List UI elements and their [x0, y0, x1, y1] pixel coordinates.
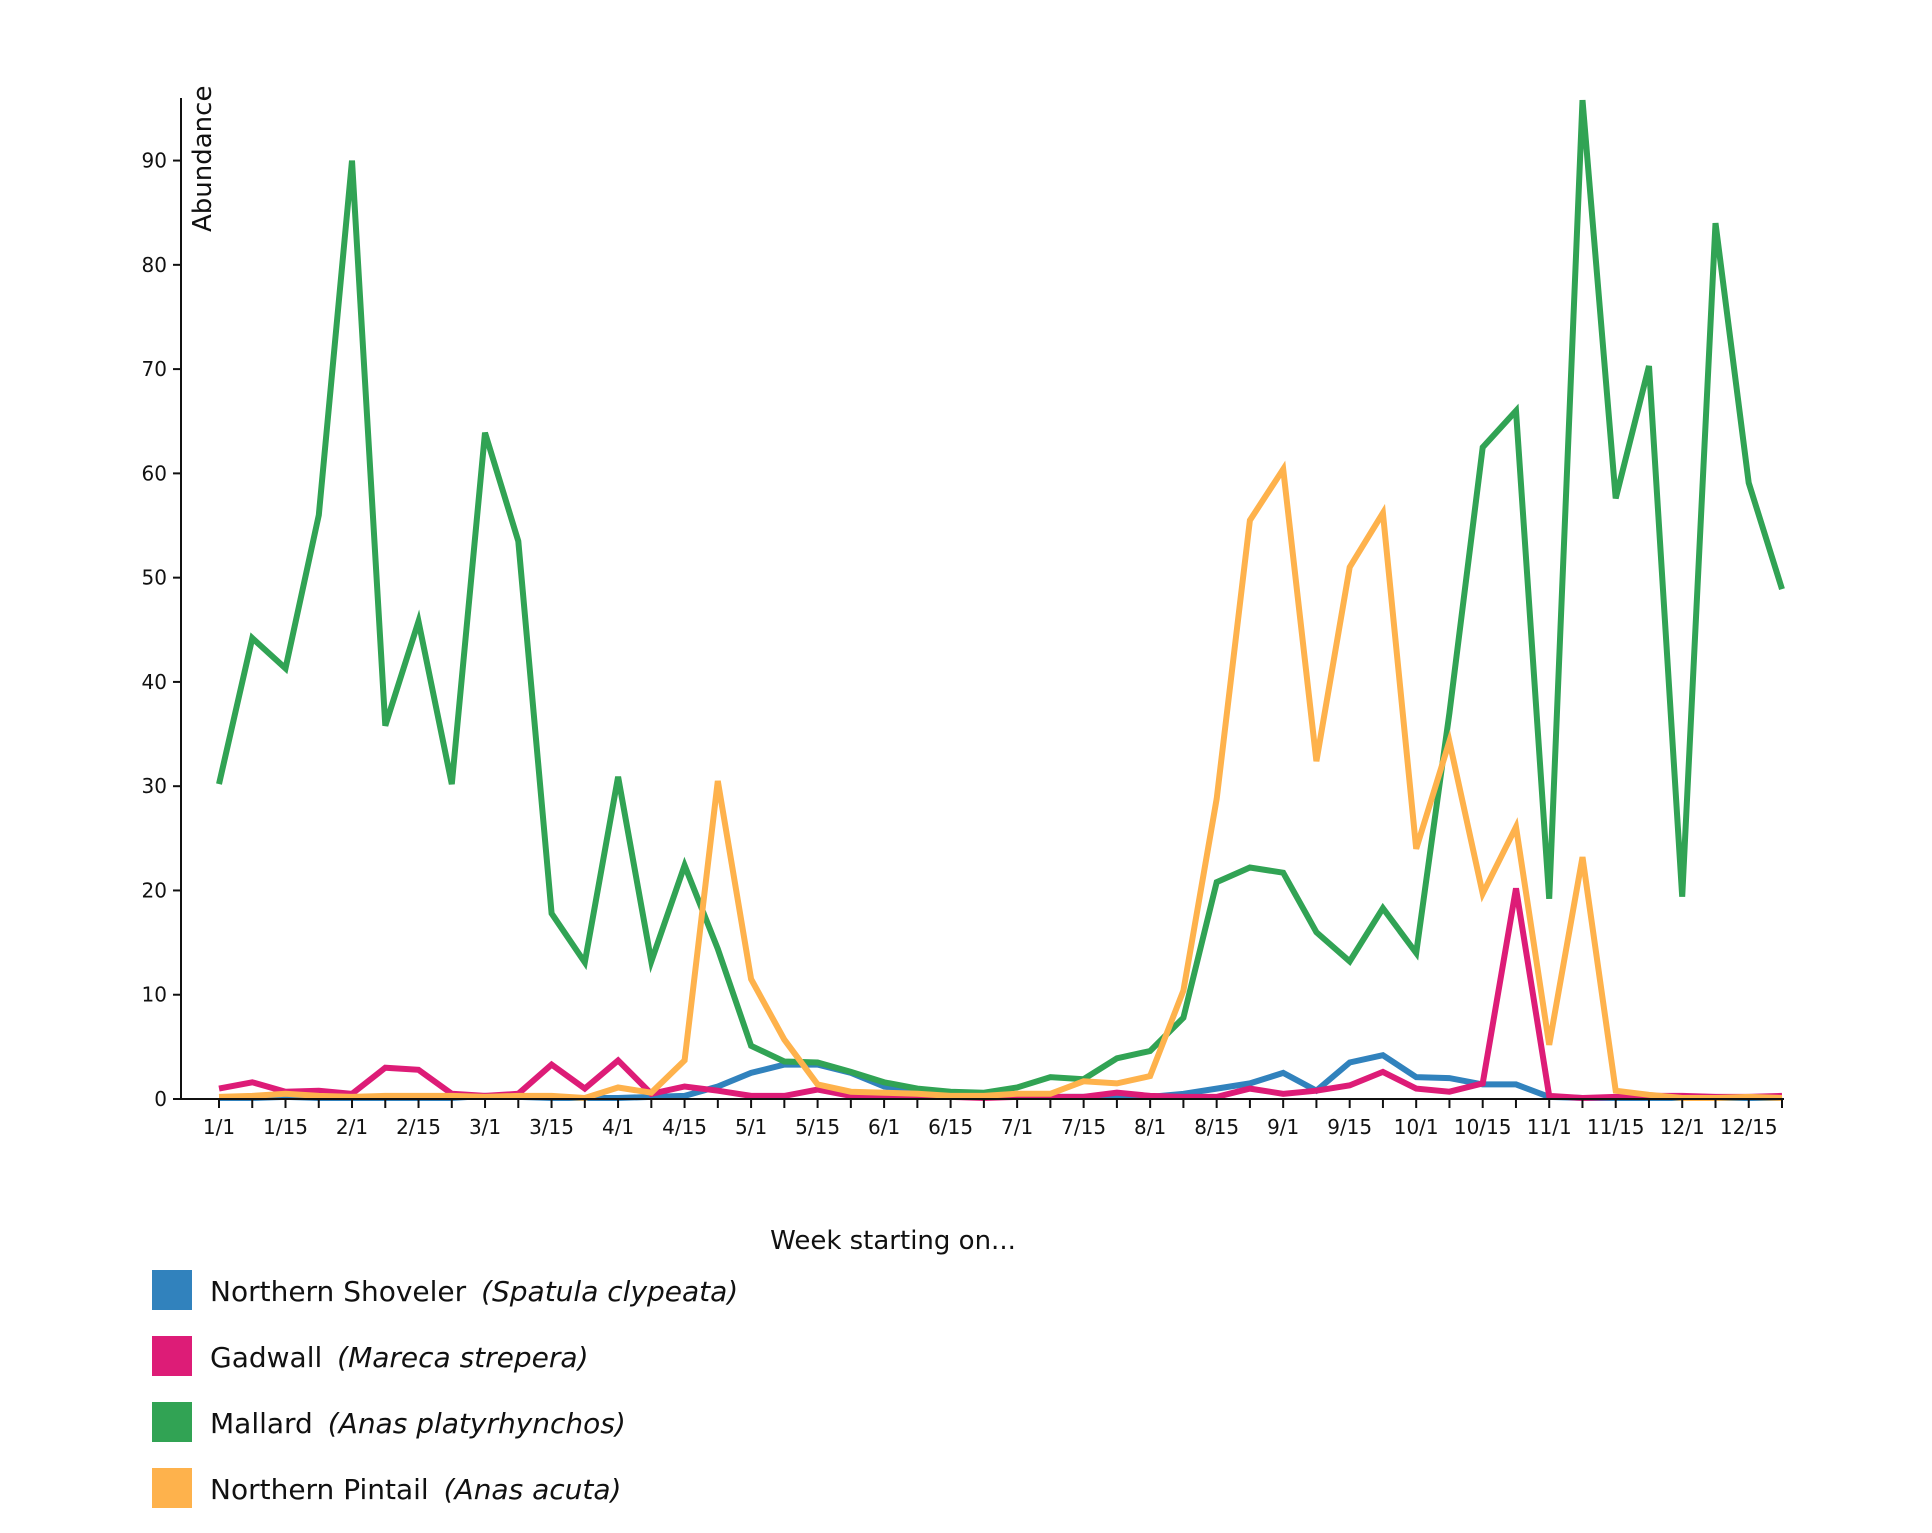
legend-label-gadwall: Gadwall (Mareca strepera)	[210, 1341, 589, 1374]
legend-label-mallard: Mallard (Anas platyrhynchos)	[210, 1407, 626, 1440]
x-tick-label: 10/15	[1454, 1115, 1512, 1139]
x-tick-label: 8/1	[1134, 1115, 1166, 1139]
x-tick-label: 1/15	[263, 1115, 308, 1139]
legend-scientific-name: (Spatula clypeata)	[481, 1275, 738, 1308]
x-tick-label: 5/1	[735, 1115, 767, 1139]
series-line-northern-pintail	[218, 460, 1783, 1102]
x-tick-label: 11/15	[1587, 1115, 1645, 1139]
y-tick-label: 10	[142, 983, 167, 1007]
y-tick-label: 50	[142, 566, 167, 590]
x-axis-ticks: 1/1 1/15 2/1 2/15 3/1 3/15 4/1 4/15 5/1 5/15 6/1 6/…	[203, 1099, 1783, 1139]
x-tick-label: 3/1	[469, 1115, 501, 1139]
x-tick-label: 12/1	[1660, 1115, 1705, 1139]
series-layer	[216, 99, 1785, 1102]
legend: Northern Shoveler (Spatula clypeata) Gadw…	[152, 1270, 738, 1508]
y-tick-label: 80	[142, 253, 167, 277]
y-tick-label: 70	[142, 357, 167, 381]
x-tick-label: 10/1	[1394, 1115, 1439, 1139]
y-tick-label: 0	[154, 1087, 167, 1111]
x-tick-label: 6/15	[928, 1115, 973, 1139]
x-tick-label: 5/15	[795, 1115, 840, 1139]
x-tick-label: 9/1	[1267, 1115, 1299, 1139]
legend-common-name: Northern Pintail	[210, 1473, 438, 1506]
x-tick-label: 2/1	[336, 1115, 368, 1139]
legend-scientific-name: (Mareca strepera)	[337, 1341, 588, 1374]
x-tick-label: 11/1	[1527, 1115, 1572, 1139]
legend-scientific-name: (Anas platyrhynchos)	[328, 1407, 626, 1440]
y-tick-label: 30	[142, 774, 167, 798]
x-tick-label: 4/15	[662, 1115, 707, 1139]
x-tick-label: 9/15	[1327, 1115, 1372, 1139]
legend-common-name: Northern Shoveler	[210, 1275, 475, 1308]
legend-swatch-mallard	[152, 1402, 192, 1442]
axes-layer: 0 10 20 30 40 50 60 70 80 90 1/1 1/15 2/1 2/15 3/1 3/1…	[142, 98, 1784, 1139]
legend-label-northern-shoveler: Northern Shoveler (Spatula clypeata)	[210, 1275, 738, 1308]
y-tick-label: 60	[142, 461, 167, 485]
x-tick-label: 6/1	[868, 1115, 900, 1139]
x-axis-title: Week starting on...	[770, 1226, 1016, 1256]
x-tick-label: 8/15	[1194, 1115, 1239, 1139]
x-tick-label: 3/15	[529, 1115, 574, 1139]
legend-scientific-name: (Anas acuta)	[444, 1473, 622, 1506]
y-axis-ticks: 0 10 20 30 40 50 60 70 80 90	[142, 149, 181, 1111]
y-axis-title: Abundance	[188, 86, 218, 232]
series-line-gadwall	[218, 887, 1783, 1102]
x-tick-label: 12/15	[1720, 1115, 1778, 1139]
legend-swatch-gadwall	[152, 1336, 192, 1376]
legend-label-northern-pintail: Northern Pintail (Anas acuta)	[210, 1473, 621, 1506]
y-tick-label: 20	[142, 878, 167, 902]
x-tick-label: 4/1	[602, 1115, 634, 1139]
legend-common-name: Gadwall	[210, 1341, 331, 1374]
x-tick-label: 2/15	[396, 1115, 441, 1139]
legend-swatch-northern-shoveler	[152, 1270, 192, 1310]
legend-common-name: Mallard	[210, 1407, 322, 1440]
y-tick-label: 90	[142, 149, 167, 173]
x-tick-label: 1/1	[203, 1115, 235, 1139]
legend-swatch-northern-pintail	[152, 1468, 192, 1508]
x-tick-label: 7/15	[1061, 1115, 1106, 1139]
series-line-mallard	[216, 99, 1785, 1096]
x-tick-label: 7/1	[1001, 1115, 1033, 1139]
y-tick-label: 40	[142, 670, 167, 694]
